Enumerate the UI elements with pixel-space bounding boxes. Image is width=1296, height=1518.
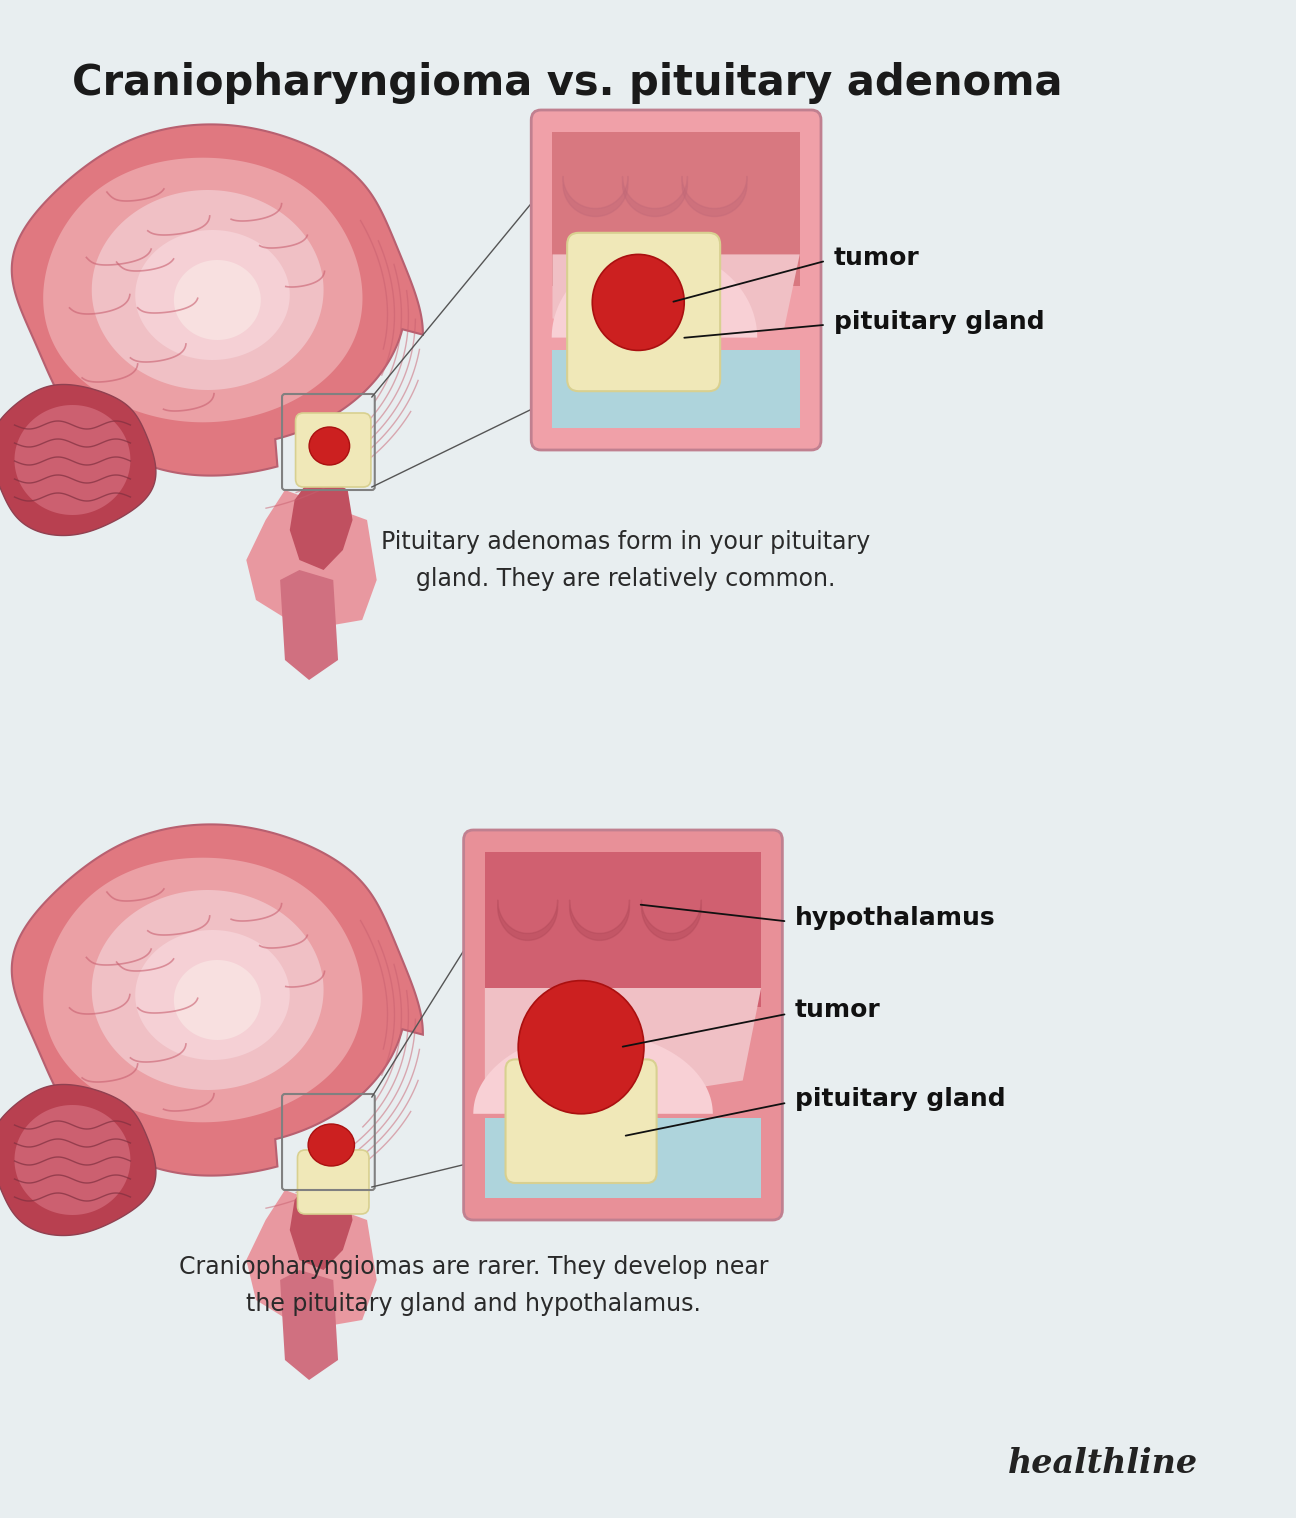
Polygon shape (473, 1032, 761, 1114)
FancyBboxPatch shape (295, 413, 371, 487)
Ellipse shape (592, 255, 684, 351)
Polygon shape (552, 132, 800, 287)
Text: pituitary gland: pituitary gland (833, 310, 1045, 334)
Polygon shape (14, 405, 131, 515)
Polygon shape (552, 351, 800, 428)
Polygon shape (92, 190, 324, 390)
Polygon shape (485, 988, 761, 1107)
Polygon shape (280, 1271, 338, 1380)
Polygon shape (135, 931, 290, 1060)
Polygon shape (290, 1175, 353, 1271)
FancyBboxPatch shape (464, 830, 783, 1220)
Ellipse shape (518, 981, 644, 1114)
Polygon shape (485, 852, 761, 1006)
Polygon shape (290, 475, 353, 569)
Text: pituitary gland: pituitary gland (794, 1087, 1006, 1111)
Polygon shape (552, 255, 800, 345)
Ellipse shape (308, 427, 350, 465)
Polygon shape (43, 158, 363, 422)
Text: hypothalamus: hypothalamus (794, 906, 995, 929)
Text: Craniopharyngioma vs. pituitary adenoma: Craniopharyngioma vs. pituitary adenoma (73, 62, 1063, 105)
Text: healthline: healthline (1007, 1447, 1198, 1480)
Polygon shape (246, 490, 377, 630)
Polygon shape (174, 959, 260, 1040)
Polygon shape (246, 1190, 377, 1330)
Ellipse shape (308, 1123, 355, 1166)
Polygon shape (0, 1084, 156, 1236)
Polygon shape (552, 247, 800, 337)
Polygon shape (485, 1117, 761, 1198)
Polygon shape (14, 1105, 131, 1214)
Text: tumor: tumor (833, 246, 919, 270)
Polygon shape (12, 124, 422, 475)
FancyBboxPatch shape (568, 232, 721, 392)
Polygon shape (280, 569, 338, 680)
Polygon shape (43, 858, 363, 1122)
Text: Pituitary adenomas form in your pituitary
gland. They are relatively common.: Pituitary adenomas form in your pituitar… (381, 530, 871, 592)
Polygon shape (92, 890, 324, 1090)
Polygon shape (135, 231, 290, 360)
Polygon shape (174, 260, 260, 340)
FancyBboxPatch shape (531, 109, 820, 449)
FancyBboxPatch shape (505, 1060, 657, 1183)
Text: Craniopharyngiomas are rarer. They develop near
the pituitary gland and hypothal: Craniopharyngiomas are rarer. They devel… (179, 1255, 769, 1316)
Polygon shape (12, 824, 422, 1175)
FancyBboxPatch shape (298, 1151, 369, 1214)
Text: tumor: tumor (794, 999, 881, 1022)
Polygon shape (0, 384, 156, 536)
